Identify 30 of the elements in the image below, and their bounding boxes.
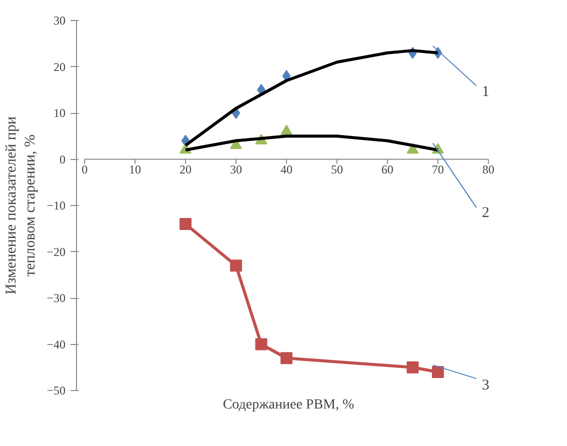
x-tick-label: 0 (82, 162, 88, 176)
x-tick-label: 70 (432, 162, 444, 176)
y-tick-label: 10 (54, 106, 66, 120)
x-tick-label: 10 (129, 162, 142, 176)
point (230, 260, 242, 272)
x-tick-label: 80 (482, 162, 494, 176)
y-tick-label: 30 (54, 14, 66, 28)
y-tick-label: −50 (46, 384, 66, 398)
x-tick-label: 60 (381, 162, 394, 176)
point (280, 352, 292, 364)
y-tick-label: −10 (46, 198, 66, 212)
y-tick-label: −20 (46, 244, 66, 259)
text: 2 (482, 205, 490, 221)
point (255, 338, 268, 350)
point (280, 124, 292, 136)
y-tick-label: −40 (46, 337, 66, 352)
y-tick-label: 20 (54, 60, 66, 74)
point (406, 361, 419, 374)
x-tick-label: 40 (280, 162, 292, 176)
text: 3 (482, 377, 490, 394)
text: 1 (482, 84, 490, 100)
point (180, 218, 192, 230)
y-tick-label: 0 (60, 152, 66, 166)
x-tick-label: 30 (230, 162, 242, 176)
y-tick-label: −30 (46, 291, 66, 305)
y-axis-title: Изменение показателей при тепловом старении, % (4, 116, 39, 294)
point (432, 366, 444, 378)
x-axis-title: Содержаниее РВМ, % (222, 398, 354, 412)
x-tick-label: 50 (330, 162, 343, 176)
x-tick-label: 20 (180, 162, 192, 176)
